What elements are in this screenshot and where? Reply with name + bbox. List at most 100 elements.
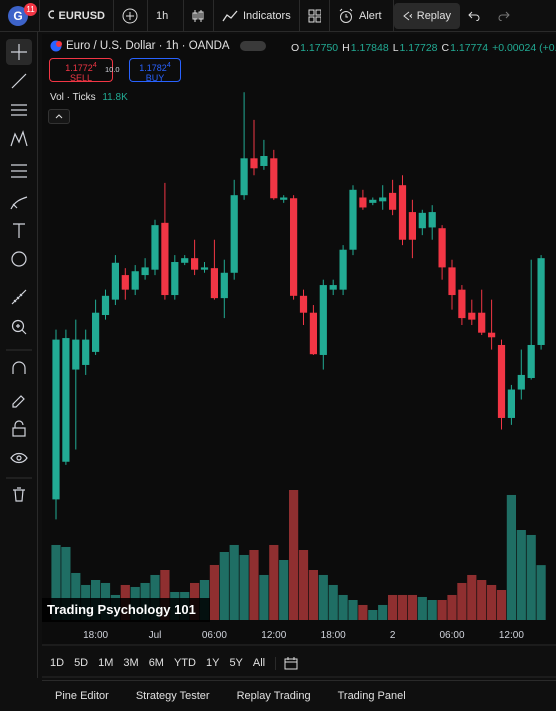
bottom-tab[interactable]: Trading Panel (337, 690, 406, 702)
candle-body (121, 275, 129, 290)
symbol-search[interactable]: EURUSD (40, 0, 114, 32)
volume-bar (358, 604, 368, 620)
legend-title-row: Euro / U.S. Dollar · 1h · OANDA (50, 40, 266, 52)
time-axis-label: 18:00 (83, 630, 108, 641)
buy-button[interactable]: 1.17824 BUY (129, 58, 181, 83)
bottom-tab[interactable]: Pine Editor (55, 690, 109, 702)
interval-button[interactable]: 1h (148, 0, 184, 32)
chart-type-button[interactable] (184, 0, 214, 32)
visibility-tool[interactable] (10, 452, 28, 464)
candle-body (250, 158, 258, 169)
candle-body (438, 228, 446, 268)
delete-tool[interactable] (13, 487, 25, 502)
text-tool[interactable] (13, 223, 25, 238)
candle-body (329, 285, 337, 290)
volume-bar (516, 530, 526, 620)
bottom-tab[interactable]: Replay Trading (236, 690, 311, 702)
collapse-button[interactable] (48, 109, 70, 124)
volume-bar (487, 584, 497, 620)
volume-bar (417, 596, 427, 620)
avatar-box[interactable]: G 11 (0, 0, 40, 32)
undo-button[interactable] (460, 0, 490, 32)
range-button[interactable]: 1Y (205, 657, 220, 669)
candle-body (319, 285, 327, 355)
bottom-tabs: Pine Editor Strategy Tester Replay Trading… (42, 680, 556, 711)
indicators-label: Indicators (243, 9, 291, 22)
fib-tool[interactable] (11, 104, 27, 116)
bottom-tab[interactable]: Strategy Tester (135, 690, 210, 702)
range-button[interactable]: 3M (123, 657, 139, 669)
buy-pip: 4 (166, 62, 171, 69)
compare-button[interactable] (114, 0, 148, 32)
zoom-tool[interactable] (11, 319, 25, 333)
volume-bar (328, 584, 338, 620)
range-button[interactable]: 5Y (229, 657, 243, 669)
range-button[interactable]: All (252, 657, 266, 669)
sell-price-row: 1.17724 (50, 61, 112, 73)
candle-body (141, 267, 149, 276)
top-bar: G 11 EURUSD 1h Indicators Alert Replay (0, 0, 556, 32)
candle-body (92, 312, 100, 352)
range-button[interactable]: YTD (173, 657, 196, 669)
volume-bar (219, 552, 229, 620)
candle-body (260, 156, 268, 166)
symbol: EURUSD (58, 9, 105, 22)
candle-body (517, 374, 525, 390)
ohlc-key: L (392, 42, 399, 54)
time-axis-label: 06:00 (439, 630, 464, 641)
range-button[interactable]: 1M (98, 657, 114, 669)
brush-tool[interactable] (10, 196, 28, 210)
volume-bar (160, 570, 170, 620)
candle-body (507, 389, 515, 418)
candle-body (488, 332, 496, 338)
crosshair-tool[interactable] (11, 44, 27, 60)
volume-bar (229, 544, 239, 620)
range-button[interactable]: 5D (74, 657, 89, 669)
volume-bar (61, 546, 71, 620)
layout-button[interactable] (300, 0, 330, 32)
volume-bar (289, 490, 299, 620)
range-button[interactable]: 1D (50, 657, 65, 669)
candle-body (527, 344, 535, 379)
trendline-tool[interactable] (11, 73, 27, 89)
candle-body (309, 312, 317, 355)
ohlc-value: 1.17848 (350, 42, 389, 54)
time-axis-label: 12:00 (499, 630, 524, 641)
pattern-tool[interactable] (10, 130, 28, 147)
buy-price: 1.1782 (139, 63, 167, 73)
lock-tool[interactable] (12, 427, 26, 437)
candle-body (191, 258, 199, 270)
projection-tool[interactable] (11, 164, 27, 178)
lock-drawing-tool[interactable] (12, 395, 25, 408)
ohlc-key: H (342, 42, 350, 54)
candle-body (210, 268, 218, 299)
candle-body (230, 195, 238, 273)
redo-button[interactable] (490, 0, 520, 32)
indicators-button[interactable]: Indicators (214, 0, 300, 32)
candle-body (270, 158, 278, 199)
ohlc-value: 1.17750 (300, 42, 339, 54)
sell-button[interactable]: 1.17724 SELL (49, 58, 113, 83)
search-icon (48, 10, 54, 19)
status-pill (239, 41, 266, 51)
alert-button[interactable]: Alert (330, 0, 394, 32)
emoji-tool[interactable] (11, 251, 27, 267)
volume-bar (378, 604, 388, 620)
volume-bar (269, 544, 279, 620)
ruler-tool[interactable] (11, 289, 27, 305)
candle-body (369, 199, 377, 203)
time-axis-label: 06:00 (202, 630, 227, 641)
candle-body (220, 272, 228, 299)
volume-bar (150, 574, 160, 620)
volume-bar (298, 550, 309, 620)
volume-bar (279, 560, 289, 620)
replay-button[interactable]: Replay (394, 2, 460, 29)
range-button[interactable]: 6M (148, 657, 164, 669)
candle-body (181, 258, 189, 263)
date-range-button[interactable] (275, 656, 298, 670)
time-axis-label: 12:00 (261, 630, 286, 641)
magnet-tool[interactable] (12, 361, 26, 374)
volume-bar (239, 554, 249, 620)
sell-price: 1.1772 (65, 63, 93, 73)
